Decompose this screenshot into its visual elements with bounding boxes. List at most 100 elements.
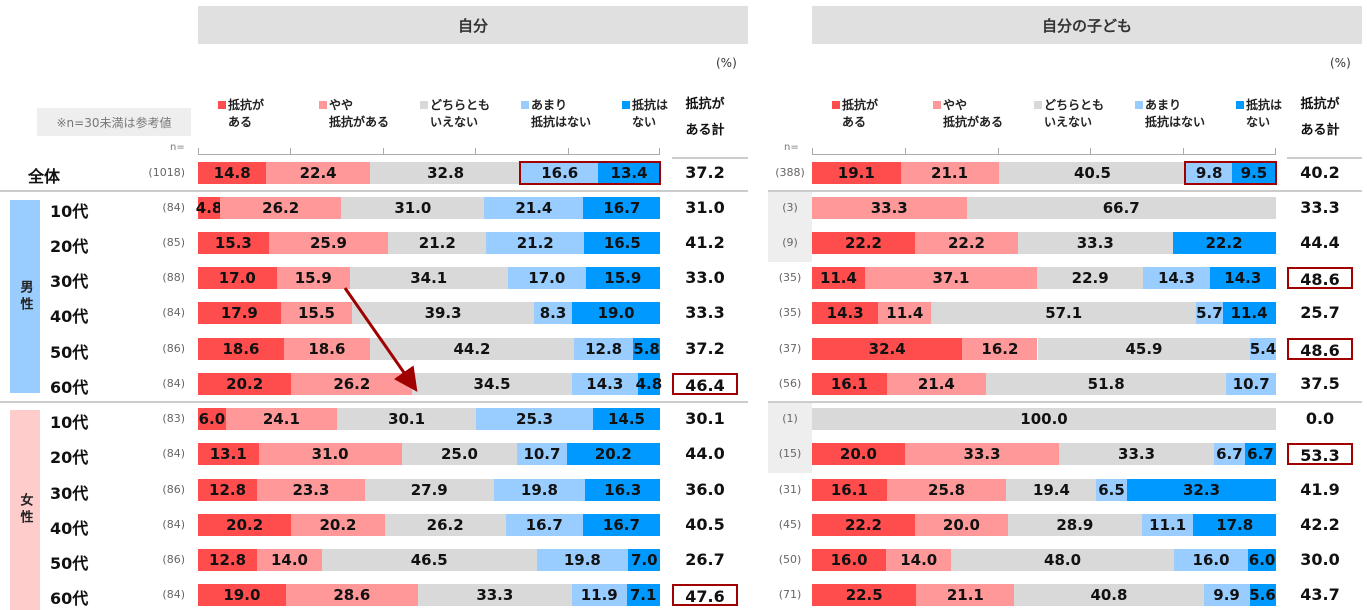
bar-segment: 17.9 [198,302,281,324]
bar-segment: 32.4 [812,338,963,360]
n-value: (84) [162,588,185,601]
data-label: 34.5 [473,375,511,393]
data-label: 14.3 [1224,269,1262,287]
legend-text: ある [842,115,867,129]
data-label: 10.7 [1232,375,1270,393]
bar-segment: 11.4 [1222,302,1276,324]
legend-text: 抵抗は [1246,98,1283,112]
n-value: (86) [162,342,185,355]
bar-segment: 15.3 [198,232,269,254]
total-value: 40.2 [1300,163,1340,182]
row-separator [768,401,1362,403]
stacked-bar: 19.0 28.6 33.3 11.9 7.1 [198,584,660,606]
stacked-bar: 15.3 25.9 21.2 21.2 16.5 [198,232,661,254]
total-value: 40.5 [685,515,725,534]
legend-swatch [832,101,840,109]
row-label: 10代 [50,413,89,432]
n-value: (71) [778,588,802,601]
bar-segment: 32.3 [1126,479,1277,501]
bar-segment: 7.1 [626,584,660,606]
total-header-line [1287,157,1362,159]
data-label: 21.4 [917,375,955,393]
data-label: 66.7 [1102,199,1140,217]
bar-segment: 4.8 [196,197,222,219]
bar-segment: 19.0 [198,584,286,606]
data-label: 17.0 [528,269,566,287]
data-label: 8.3 [539,304,567,322]
bar-segment: 15.5 [280,302,353,324]
data-label: 16.1 [830,481,868,499]
data-label: 16.1 [830,375,868,393]
legend-text: 抵抗がある [943,115,1004,129]
highlight-box [519,161,661,185]
stacked-bar: 14.3 11.4 57.1 5.7 11.4 [812,302,1276,324]
bar-segment: 17.8 [1193,514,1276,536]
data-label: 33.3 [870,199,908,217]
bar-segment: 13.4 [598,162,660,184]
legend-text: どちらとも [1044,98,1105,112]
n-value: (1018) [148,166,185,179]
bar-segment: 16.0 [1173,549,1249,571]
data-label: 14.0 [900,551,938,569]
stacked-bar: 16.0 14.0 48.0 16.0 6.0 [812,549,1276,571]
data-label: 6.7 [1247,445,1274,463]
n-value: (3) [782,201,798,214]
data-label: 19.0 [597,304,635,322]
bar-segment: 14.0 [257,549,322,571]
data-label: 14.8 [213,164,251,182]
data-label: 12.8 [585,340,623,358]
bar-segment: 19.0 [572,302,660,324]
bar-segment: 19.8 [493,479,586,501]
total-value: 44.0 [685,444,725,463]
bar-segment: 25.0 [401,443,518,465]
legend-item: やや 抵抗がある [319,97,389,131]
bar-segment: 17.0 [507,267,587,289]
total-value-highlighted: 46.4 [672,373,738,395]
data-label: 21.4 [515,199,553,217]
legend-swatch [933,101,941,109]
data-label: 40.5 [1073,164,1111,182]
data-label: 11.9 [580,586,618,604]
total-value: 30.1 [685,409,725,428]
n-value: (388) [775,166,805,179]
row-label: 10代 [50,202,89,221]
bar-segment: 31.0 [258,443,402,465]
total-value: 41.9 [1300,480,1340,499]
total-value: 36.0 [685,480,725,499]
data-label: 14.3 [1157,269,1195,287]
total-value: 42.2 [1300,515,1340,534]
row-separator [768,190,1362,192]
total-value: 25.7 [1300,303,1340,322]
data-label: 33.3 [1118,445,1156,463]
bar-segment: 34.5 [412,373,572,395]
data-label: 13.4 [610,164,648,182]
bar-segment: 20.0 [812,443,905,465]
legend-text: いえない [430,115,479,129]
data-label: 37.1 [932,269,970,287]
bar-segment: 28.9 [1007,514,1142,536]
stacked-bar: 12.8 23.3 27.9 19.8 16.3 [198,479,661,501]
data-label: 20.0 [839,445,877,463]
legend-text: ない [1246,115,1271,129]
axis-tick [1183,148,1185,154]
bar-segment: 27.9 [364,479,494,501]
legend-text: どちらとも [430,98,491,112]
stacked-bar: 33.3 66.7 [812,197,1276,219]
bar-segment: 6.0 [198,408,226,430]
bar-segment: 14.3 [812,302,879,324]
data-label: 33.3 [476,586,514,604]
unit-label: (%) [1330,56,1351,70]
data-label: 100.0 [1020,410,1068,428]
bar-segment: 33.3 [417,584,572,606]
row-separator [0,190,748,192]
legend-swatch [1135,101,1143,109]
n-value: (88) [162,271,185,284]
data-label: 20.2 [226,375,264,393]
row-label: 30代 [50,484,89,503]
bar-segment: 26.2 [384,514,506,536]
axis-tick [1275,148,1276,154]
bar-segment: 16.1 [812,479,887,501]
stacked-bar: 22.2 20.0 28.9 11.1 17.8 [812,514,1276,536]
bar-segment: 6.7 [1213,443,1245,465]
row-label: 20代 [50,237,89,256]
